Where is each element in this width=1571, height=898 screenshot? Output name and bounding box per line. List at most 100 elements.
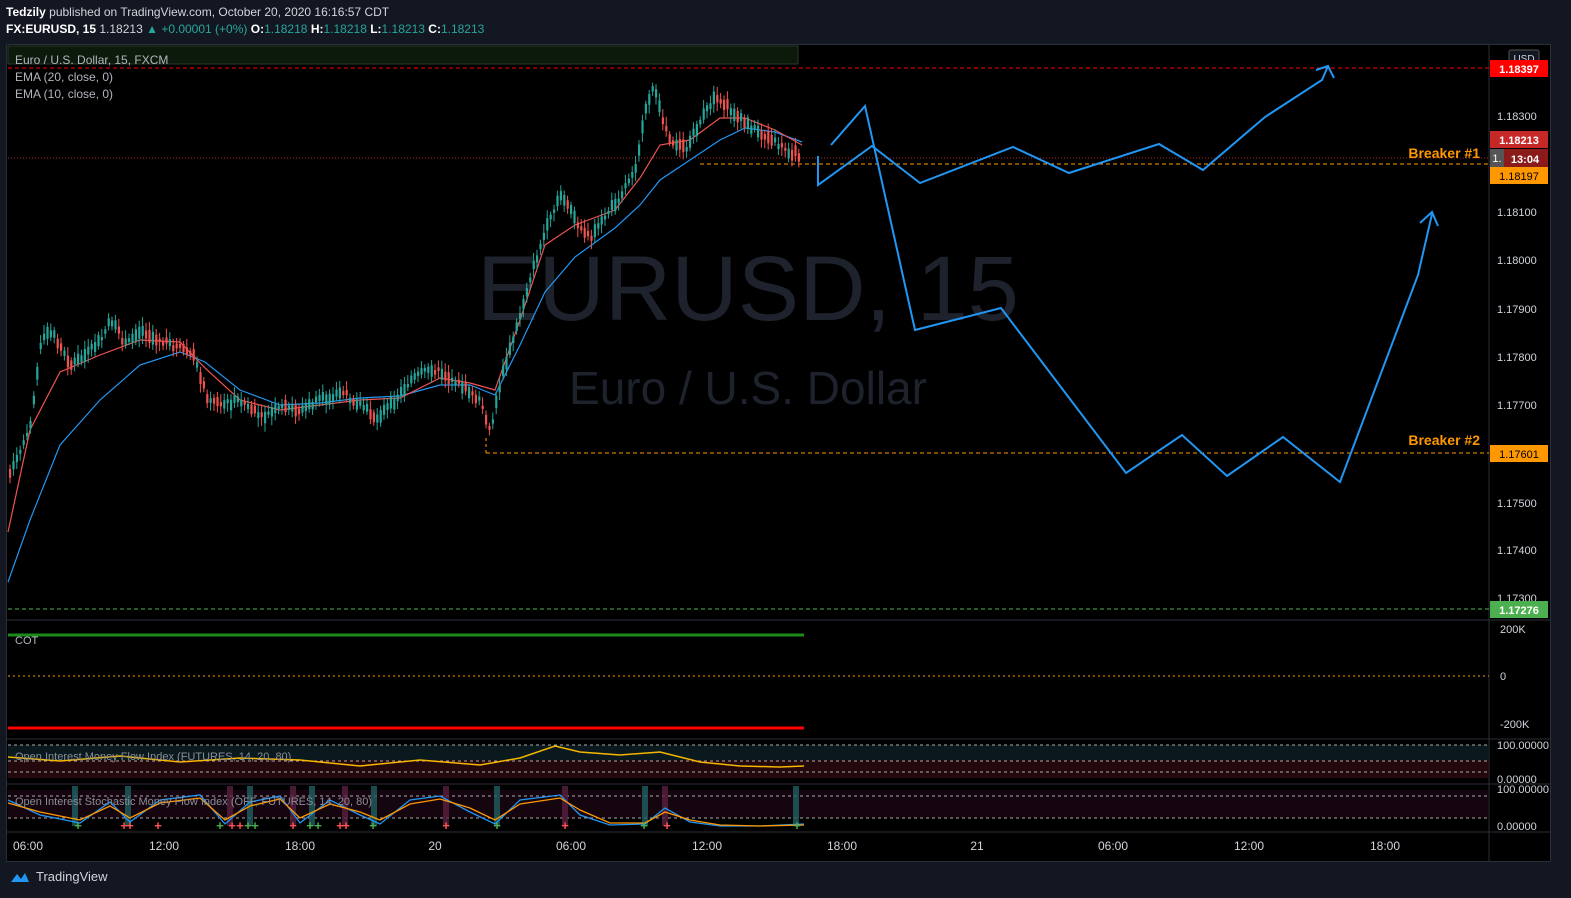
low-value: 1.18213 (381, 22, 425, 36)
candle-body (529, 277, 532, 283)
candle-body (192, 349, 195, 361)
candle-body (359, 400, 362, 406)
oismfi-signals: + ++ + + + + + + + + + ++ + + + + + + + (74, 818, 801, 833)
candle-body (461, 382, 464, 394)
candle-body (114, 320, 117, 330)
candle-body (56, 338, 59, 349)
signal-marker: + (442, 818, 450, 833)
candle-body (536, 255, 539, 263)
oimfi-label[interactable]: Open Interest Money Flow Index (FUTURES,… (15, 751, 291, 763)
candle-body (695, 124, 698, 137)
candle-body (678, 139, 681, 150)
publish-line: Tedzily published on TradingView.com, Oc… (6, 5, 389, 19)
candle-body (134, 329, 137, 342)
candle-body (403, 384, 406, 396)
signal-marker: + (336, 818, 344, 833)
time-tick: 06:00 (556, 839, 586, 853)
projection-path-bearish[interactable] (830, 103, 1433, 484)
candle-body (427, 366, 430, 373)
time-tick: 18:00 (285, 839, 315, 853)
publish-info: published on TradingView.com, October 20… (49, 5, 390, 19)
oismfi-bar (642, 786, 648, 826)
countdown-prefix: 1. (1492, 153, 1501, 165)
footer-brand[interactable]: TradingView (10, 869, 108, 884)
candle-body (213, 397, 216, 404)
candle-body (440, 368, 443, 380)
oismfi-band (8, 790, 1489, 818)
legend-ema20[interactable]: EMA (20, close, 0) (15, 70, 113, 84)
breaker1-price: 1.18197 (1499, 171, 1539, 183)
high-label: H: (310, 22, 324, 36)
candle-body (689, 135, 692, 148)
candle-body (559, 191, 562, 201)
countdown-badge (1490, 149, 1548, 167)
candle-body (145, 330, 148, 339)
candlestick-series[interactable] (9, 82, 800, 484)
candle-body (138, 326, 141, 339)
candle-body (301, 405, 304, 413)
time-tick: 20 (428, 839, 442, 853)
breaker1-label[interactable]: Breaker #1 (1408, 145, 1480, 161)
candle-body (743, 117, 746, 128)
oismfi-bar (290, 786, 296, 826)
candle-body (627, 178, 630, 184)
oismfi-bar (662, 786, 668, 826)
candle-body (376, 414, 379, 423)
candle-body (257, 412, 260, 419)
breaker2-label[interactable]: Breaker #2 (1408, 432, 1480, 448)
candle-body (515, 322, 518, 331)
candle-body (505, 356, 508, 369)
candle-body (230, 399, 233, 411)
cot-label[interactable]: COT (15, 635, 39, 647)
open-label: O: (250, 22, 265, 36)
candle-body (240, 399, 243, 407)
candle-body (291, 404, 294, 412)
candle-body (491, 419, 494, 424)
breaker2-price: 1.17601 (1499, 449, 1539, 461)
candle-body (726, 98, 729, 110)
candle-body (355, 399, 358, 410)
signal-marker: + (640, 818, 648, 833)
candle-body (168, 339, 171, 347)
candle-body (270, 407, 273, 417)
candle-body (457, 379, 460, 384)
candle-body (774, 137, 777, 143)
candle-body (522, 298, 525, 310)
candle-body (247, 403, 250, 410)
candle-body (46, 326, 49, 339)
candle-body (665, 125, 668, 132)
candle-body (468, 387, 471, 399)
projection-path-bullish[interactable] (817, 65, 1329, 187)
candle-body (185, 347, 188, 355)
signal-marker: + (314, 818, 322, 833)
author-name[interactable]: Tedzily (6, 5, 46, 19)
candle-body (253, 405, 256, 414)
legend-title[interactable]: Euro / U.S. Dollar, 15, FXCM (15, 53, 168, 67)
candle-body (661, 117, 664, 125)
oismfi-bar (562, 786, 568, 826)
candle-body (202, 381, 205, 389)
candle-body (128, 338, 131, 342)
candle-body (12, 461, 15, 470)
candle-body (383, 404, 386, 415)
candle-body (274, 404, 277, 414)
top-level-badge (1490, 60, 1548, 77)
candle-body (729, 108, 732, 115)
candle-body (226, 399, 229, 404)
signal-marker: + (289, 818, 297, 833)
candle-body (553, 209, 556, 213)
candle-body (66, 355, 69, 368)
candle-body (250, 404, 253, 415)
candle-body (519, 313, 522, 320)
candle-body (767, 130, 770, 144)
candle-body (590, 235, 593, 241)
candle-body (444, 371, 447, 381)
legend-ema10[interactable]: EMA (10, close, 0) (15, 87, 113, 101)
candle-body (277, 406, 280, 410)
candle-body (107, 318, 110, 327)
oismfi-label[interactable]: Open Interest Stochastic Money Flow Inde… (15, 796, 372, 808)
candle-body (525, 288, 528, 297)
candle-body (791, 149, 794, 161)
time-axis[interactable]: 06:00 12:00 18:00 20 06:00 12:00 18:00 21 06:00 1… (13, 839, 1400, 853)
